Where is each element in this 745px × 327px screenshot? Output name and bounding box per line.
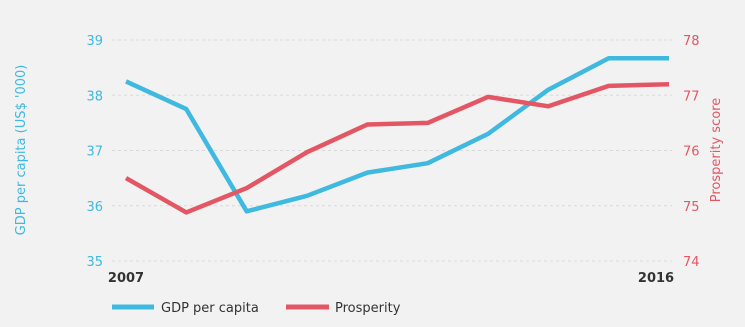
legend: GDP per capita Prosperity <box>112 301 401 316</box>
y-axis-right-title: Prosperity score <box>709 98 724 202</box>
x-tick-label-start: 2007 <box>108 271 144 286</box>
legend-item-prosperity: Prosperity <box>286 301 401 316</box>
y-right-tick-label-0: 74 <box>683 255 700 270</box>
gridlines <box>112 39 672 262</box>
y-right-tick-label-1: 75 <box>683 200 700 215</box>
y-left-tick-label-4: 39 <box>86 34 103 49</box>
legend-label-prosperity: Prosperity <box>335 301 401 316</box>
y-left-tick-label-2: 37 <box>86 145 103 160</box>
y-left-tick-label-0: 35 <box>86 255 103 270</box>
series-line-prosperity <box>124 81 670 215</box>
x-tick-label-end: 2016 <box>638 271 674 286</box>
y-axis-left-title: GDP per capita (US$ '000) <box>14 65 29 236</box>
series-line-gdp <box>125 55 669 214</box>
y-left-tick-label-3: 38 <box>86 89 103 104</box>
y-axis-right-ticks: 74 75 76 77 78 <box>683 34 700 270</box>
legend-item-gdp: GDP per capita <box>112 301 259 316</box>
legend-label-gdp: GDP per capita <box>161 301 259 316</box>
y-left-tick-label-1: 36 <box>86 200 103 215</box>
y-right-tick-label-3: 77 <box>683 89 700 104</box>
y-right-tick-label-2: 76 <box>683 145 700 160</box>
y-axis-left-ticks: 35 36 37 38 39 <box>86 34 103 270</box>
series-lines <box>124 55 670 215</box>
y-right-tick-label-4: 78 <box>683 34 700 49</box>
